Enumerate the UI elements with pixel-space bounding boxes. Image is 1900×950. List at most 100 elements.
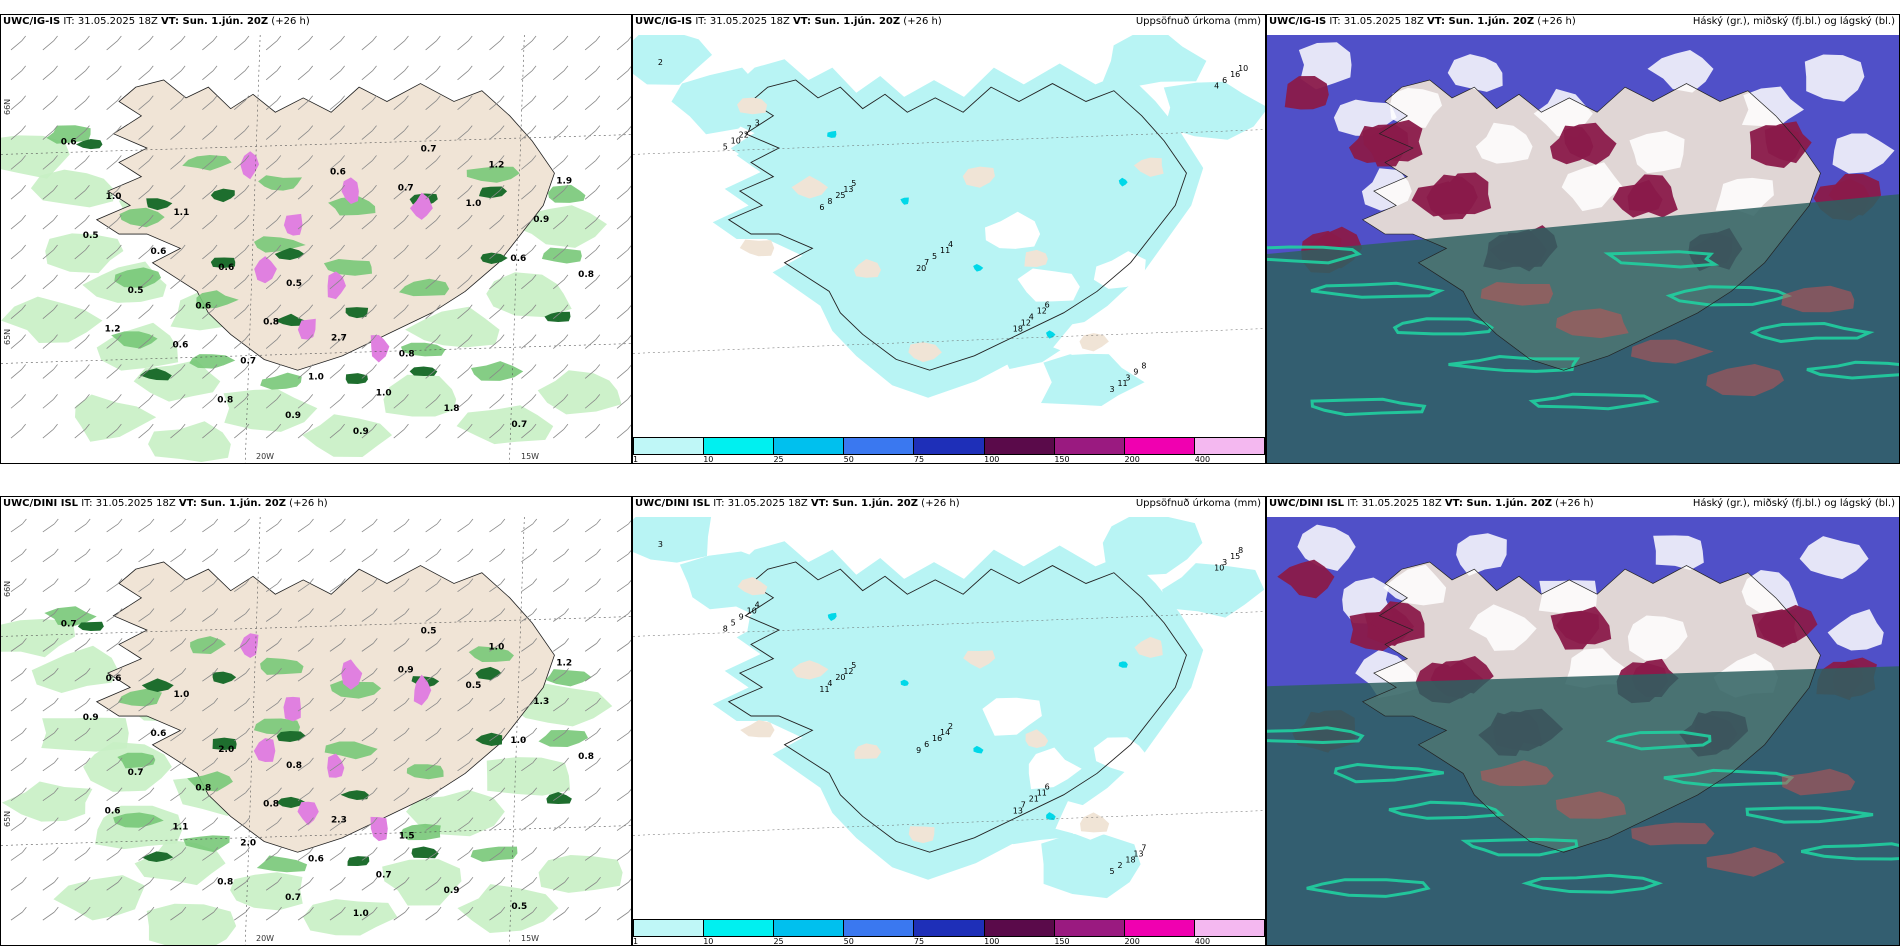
wind-barb bbox=[329, 364, 345, 379]
wind-barb bbox=[393, 608, 410, 622]
wind-barb bbox=[584, 364, 601, 379]
wind-barb bbox=[106, 847, 123, 861]
precip-amount-label: 11 bbox=[940, 246, 950, 255]
wind-barb bbox=[329, 65, 345, 81]
wind-barb bbox=[297, 727, 314, 742]
wind-barb bbox=[521, 274, 537, 290]
wind-barb bbox=[425, 274, 441, 290]
wind-barb bbox=[552, 214, 569, 230]
wind-barb bbox=[170, 847, 187, 861]
moderate-precip-area bbox=[196, 290, 239, 309]
wind-barb bbox=[521, 548, 538, 563]
cloud-map bbox=[1267, 517, 1899, 945]
dry-area bbox=[1093, 737, 1147, 773]
precip-field bbox=[1041, 350, 1145, 407]
precip-amount-label: 7 bbox=[924, 258, 929, 267]
moderate-precip-area bbox=[44, 606, 97, 626]
precip-map: 2 3 5 4 6 8 10 7 13 11 12 9 16 22 25 5 4 3 6 10 8 7 12 11 4 5 6 20 1… bbox=[633, 35, 1265, 437]
panel-title: UWC/IG-IS IT: 31.05.2025 18Z VT: Sun. 1.… bbox=[635, 16, 942, 27]
wind-barb bbox=[361, 65, 377, 81]
wind-barb bbox=[42, 697, 59, 712]
wind-barb bbox=[265, 95, 282, 110]
wind-barb bbox=[170, 638, 187, 652]
precip-value-label: 0.9 bbox=[444, 886, 460, 896]
wind-barb bbox=[297, 334, 314, 349]
wind-barb bbox=[74, 668, 91, 682]
wind-barb bbox=[616, 66, 631, 81]
wind-barb bbox=[553, 757, 569, 772]
wind-barb bbox=[616, 155, 631, 170]
wind-barb bbox=[425, 727, 442, 742]
precip-panel-top: UWC/IG-IS IT: 31.05.2025 18Z VT: Sun. 1.… bbox=[632, 14, 1266, 464]
wind-barb bbox=[138, 668, 155, 682]
precip-amount-label: 22 bbox=[739, 130, 749, 139]
precip-amount-label: 21 bbox=[1029, 795, 1039, 804]
wind-barb bbox=[42, 668, 59, 682]
wind-barb bbox=[234, 334, 250, 349]
precip-amount-label: 5 bbox=[932, 252, 937, 261]
legend-swatch bbox=[844, 438, 915, 454]
precip-amount-label: 8 bbox=[723, 624, 728, 633]
wind-barb bbox=[138, 638, 155, 652]
snow-area bbox=[253, 738, 276, 762]
wind-barb bbox=[521, 757, 538, 772]
wind-barb bbox=[584, 668, 601, 682]
wind-barb bbox=[552, 423, 569, 439]
wind-barb bbox=[265, 847, 282, 861]
wind-barb bbox=[170, 35, 186, 51]
wind-barb bbox=[393, 155, 409, 170]
wind-barb bbox=[297, 578, 314, 592]
wind-barb bbox=[584, 155, 601, 170]
precip-amount-label: 12 bbox=[1037, 307, 1047, 316]
wind-barb bbox=[42, 906, 59, 921]
wind-barb bbox=[74, 578, 91, 592]
wind-barb bbox=[234, 214, 250, 230]
precip-value-label: 1.8 bbox=[444, 404, 460, 414]
wind-barb bbox=[457, 304, 473, 319]
wind-barb bbox=[329, 697, 346, 712]
wind-barb bbox=[521, 608, 538, 622]
cloud-map bbox=[1267, 35, 1899, 463]
high-cloud-area bbox=[1480, 760, 1554, 787]
light-precip-area bbox=[1, 619, 76, 658]
wind-barb bbox=[106, 214, 122, 230]
wind-barb bbox=[393, 697, 410, 712]
heavy-precip-area bbox=[210, 257, 236, 269]
wind-barb bbox=[616, 699, 631, 712]
wind-barb bbox=[202, 817, 219, 831]
wind-barb bbox=[74, 364, 90, 379]
legend-tick-label: 75 bbox=[913, 455, 925, 464]
snow-area bbox=[370, 816, 388, 842]
mid-cloud-contour bbox=[1310, 397, 1427, 417]
wind-barb bbox=[10, 155, 26, 170]
precip-field bbox=[1102, 517, 1203, 576]
wind-barb bbox=[234, 817, 250, 831]
wind-barb bbox=[138, 608, 155, 622]
wind-barb bbox=[138, 727, 155, 742]
wind-barb bbox=[457, 214, 473, 230]
heavy-precip-area bbox=[274, 313, 306, 327]
wind-barb bbox=[521, 364, 537, 379]
wind-barb bbox=[329, 548, 346, 563]
wind-barb bbox=[202, 847, 219, 861]
wind-barb bbox=[202, 185, 218, 200]
precip-value-label: 1.2 bbox=[488, 160, 504, 170]
clear-sky-area bbox=[1456, 533, 1507, 576]
wind-barb bbox=[42, 244, 58, 260]
wind-barb bbox=[74, 304, 90, 319]
precip-amount-label: 2 bbox=[948, 722, 953, 731]
wind-barb bbox=[234, 274, 250, 290]
mid-cloud-contour bbox=[1806, 360, 1899, 380]
legend-tick-label: 150 bbox=[1054, 455, 1070, 464]
wind-barb bbox=[10, 244, 26, 260]
wind-barb bbox=[170, 334, 186, 349]
precip-amount-label: 18 bbox=[1125, 855, 1135, 864]
wind-barb bbox=[138, 817, 155, 831]
wind-barb bbox=[265, 548, 282, 563]
precip-amount-label: 11 bbox=[1117, 379, 1127, 388]
wind-barb bbox=[521, 638, 538, 652]
precip-field bbox=[730, 117, 836, 173]
wind-barb bbox=[234, 697, 250, 712]
wind-barb bbox=[265, 364, 282, 379]
wind-barb bbox=[329, 847, 346, 861]
